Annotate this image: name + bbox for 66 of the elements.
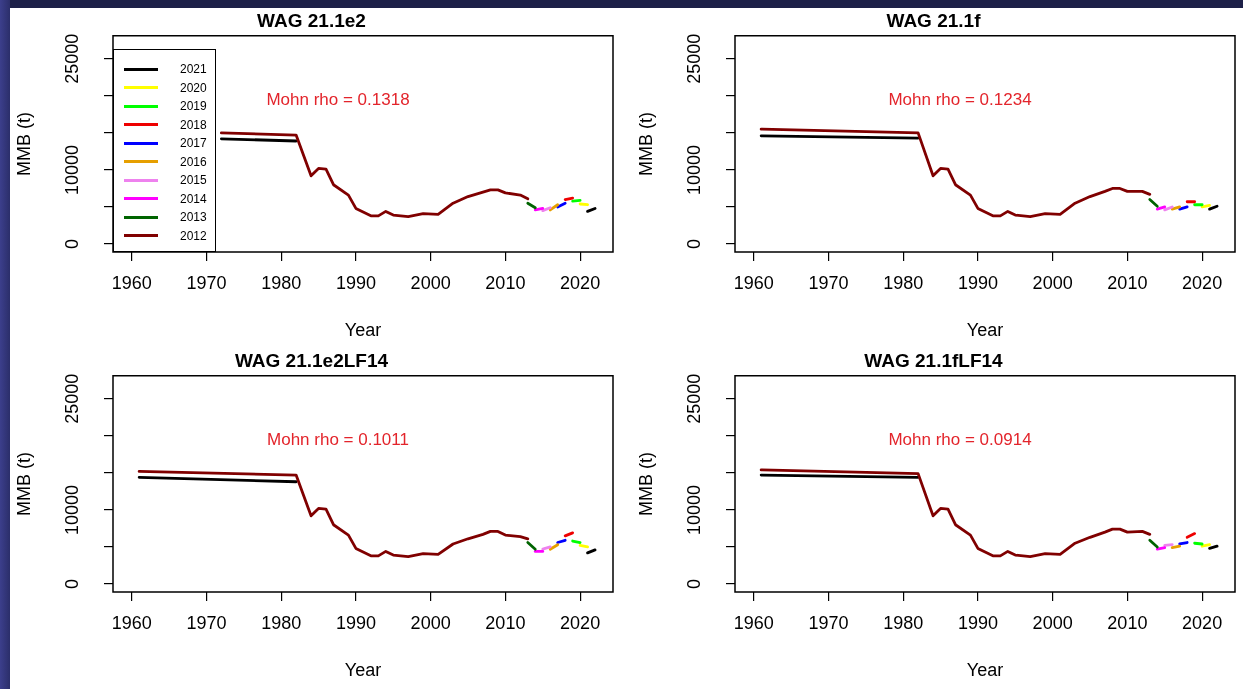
y-tick-label: 10000 <box>61 484 82 535</box>
annotation: Mohn rho = 0.1318 <box>266 90 410 110</box>
chart-title: WAG 21.1e2 <box>257 9 366 31</box>
x-tick-label: 2020 <box>1182 272 1223 293</box>
x-tick-label: 1960 <box>111 272 152 293</box>
x-axis-title: Year <box>344 660 382 681</box>
y-tick-label: 25000 <box>683 373 704 424</box>
annotation: Mohn rho = 0.1234 <box>888 90 1032 110</box>
x-tick-label: 1960 <box>733 612 774 633</box>
y-axis-title: MMB (t) <box>13 451 34 516</box>
y-axis-title: MMB (t) <box>13 111 34 176</box>
chart-title: WAG 21.1f <box>886 9 982 31</box>
legend-label: 2020 <box>180 80 207 95</box>
annotation: Mohn rho = 0.1011 <box>267 430 409 450</box>
y-tick-label: 10000 <box>683 144 704 195</box>
y-tick-label: 25000 <box>683 33 704 84</box>
legend-label: 2013 <box>180 210 207 225</box>
x-tick-label: 1970 <box>186 272 227 293</box>
x-tick-label: 2000 <box>410 612 451 633</box>
x-tick-label: 2020 <box>560 612 601 633</box>
legend-label: 2018 <box>180 117 207 132</box>
legend-label: 2014 <box>180 191 207 206</box>
x-tick-label: 1990 <box>335 612 376 633</box>
x-tick-label: 1980 <box>883 272 924 293</box>
x-tick-label: 1970 <box>186 612 227 633</box>
x-axis-title: Year <box>966 660 1004 681</box>
y-axis-title: MMB (t) <box>635 111 656 176</box>
y-tick-label: 0 <box>683 578 704 590</box>
x-tick-label: 2010 <box>485 272 526 293</box>
x-tick-label: 2010 <box>1107 272 1148 293</box>
x-tick-label: 1990 <box>335 272 376 293</box>
legend-label: 2015 <box>180 173 207 188</box>
x-tick-label: 2000 <box>1032 272 1073 293</box>
legend-label: 2019 <box>180 99 207 114</box>
chart-title: WAG 21.1fLF14 <box>864 349 1004 371</box>
x-axis-title: Year <box>966 320 1004 341</box>
annotation: Mohn rho = 0.0914 <box>888 430 1032 450</box>
y-tick-label: 10000 <box>683 484 704 535</box>
x-axis-title: Year <box>344 320 382 341</box>
y-tick-label: 25000 <box>61 33 82 84</box>
legend-label: 2021 <box>180 62 207 77</box>
y-tick-label: 10000 <box>61 144 82 195</box>
y-tick-label: 0 <box>61 238 82 250</box>
y-tick-label: 0 <box>61 578 82 590</box>
x-tick-label: 2010 <box>1107 612 1148 633</box>
x-tick-label: 2000 <box>410 272 451 293</box>
y-tick-label: 0 <box>683 238 704 250</box>
x-tick-label: 1970 <box>808 272 849 293</box>
x-tick-label: 1960 <box>111 612 152 633</box>
x-tick-label: 2020 <box>560 272 601 293</box>
x-tick-label: 2020 <box>1182 612 1223 633</box>
x-tick-label: 1990 <box>957 612 998 633</box>
legend-label: 2017 <box>180 136 207 151</box>
x-tick-label: 1960 <box>733 272 774 293</box>
x-tick-label: 1990 <box>957 272 998 293</box>
x-tick-label: 2000 <box>1032 612 1073 633</box>
chart-title: WAG 21.1e2LF14 <box>234 349 389 371</box>
x-tick-label: 2010 <box>485 612 526 633</box>
legend-label: 2012 <box>180 228 207 243</box>
x-tick-label: 1980 <box>261 272 302 293</box>
x-tick-label: 1970 <box>808 612 849 633</box>
x-tick-label: 1980 <box>261 612 302 633</box>
y-tick-label: 25000 <box>61 373 82 424</box>
x-tick-label: 1980 <box>883 612 924 633</box>
y-axis-title: MMB (t) <box>635 451 656 516</box>
legend-label: 2016 <box>180 154 207 169</box>
